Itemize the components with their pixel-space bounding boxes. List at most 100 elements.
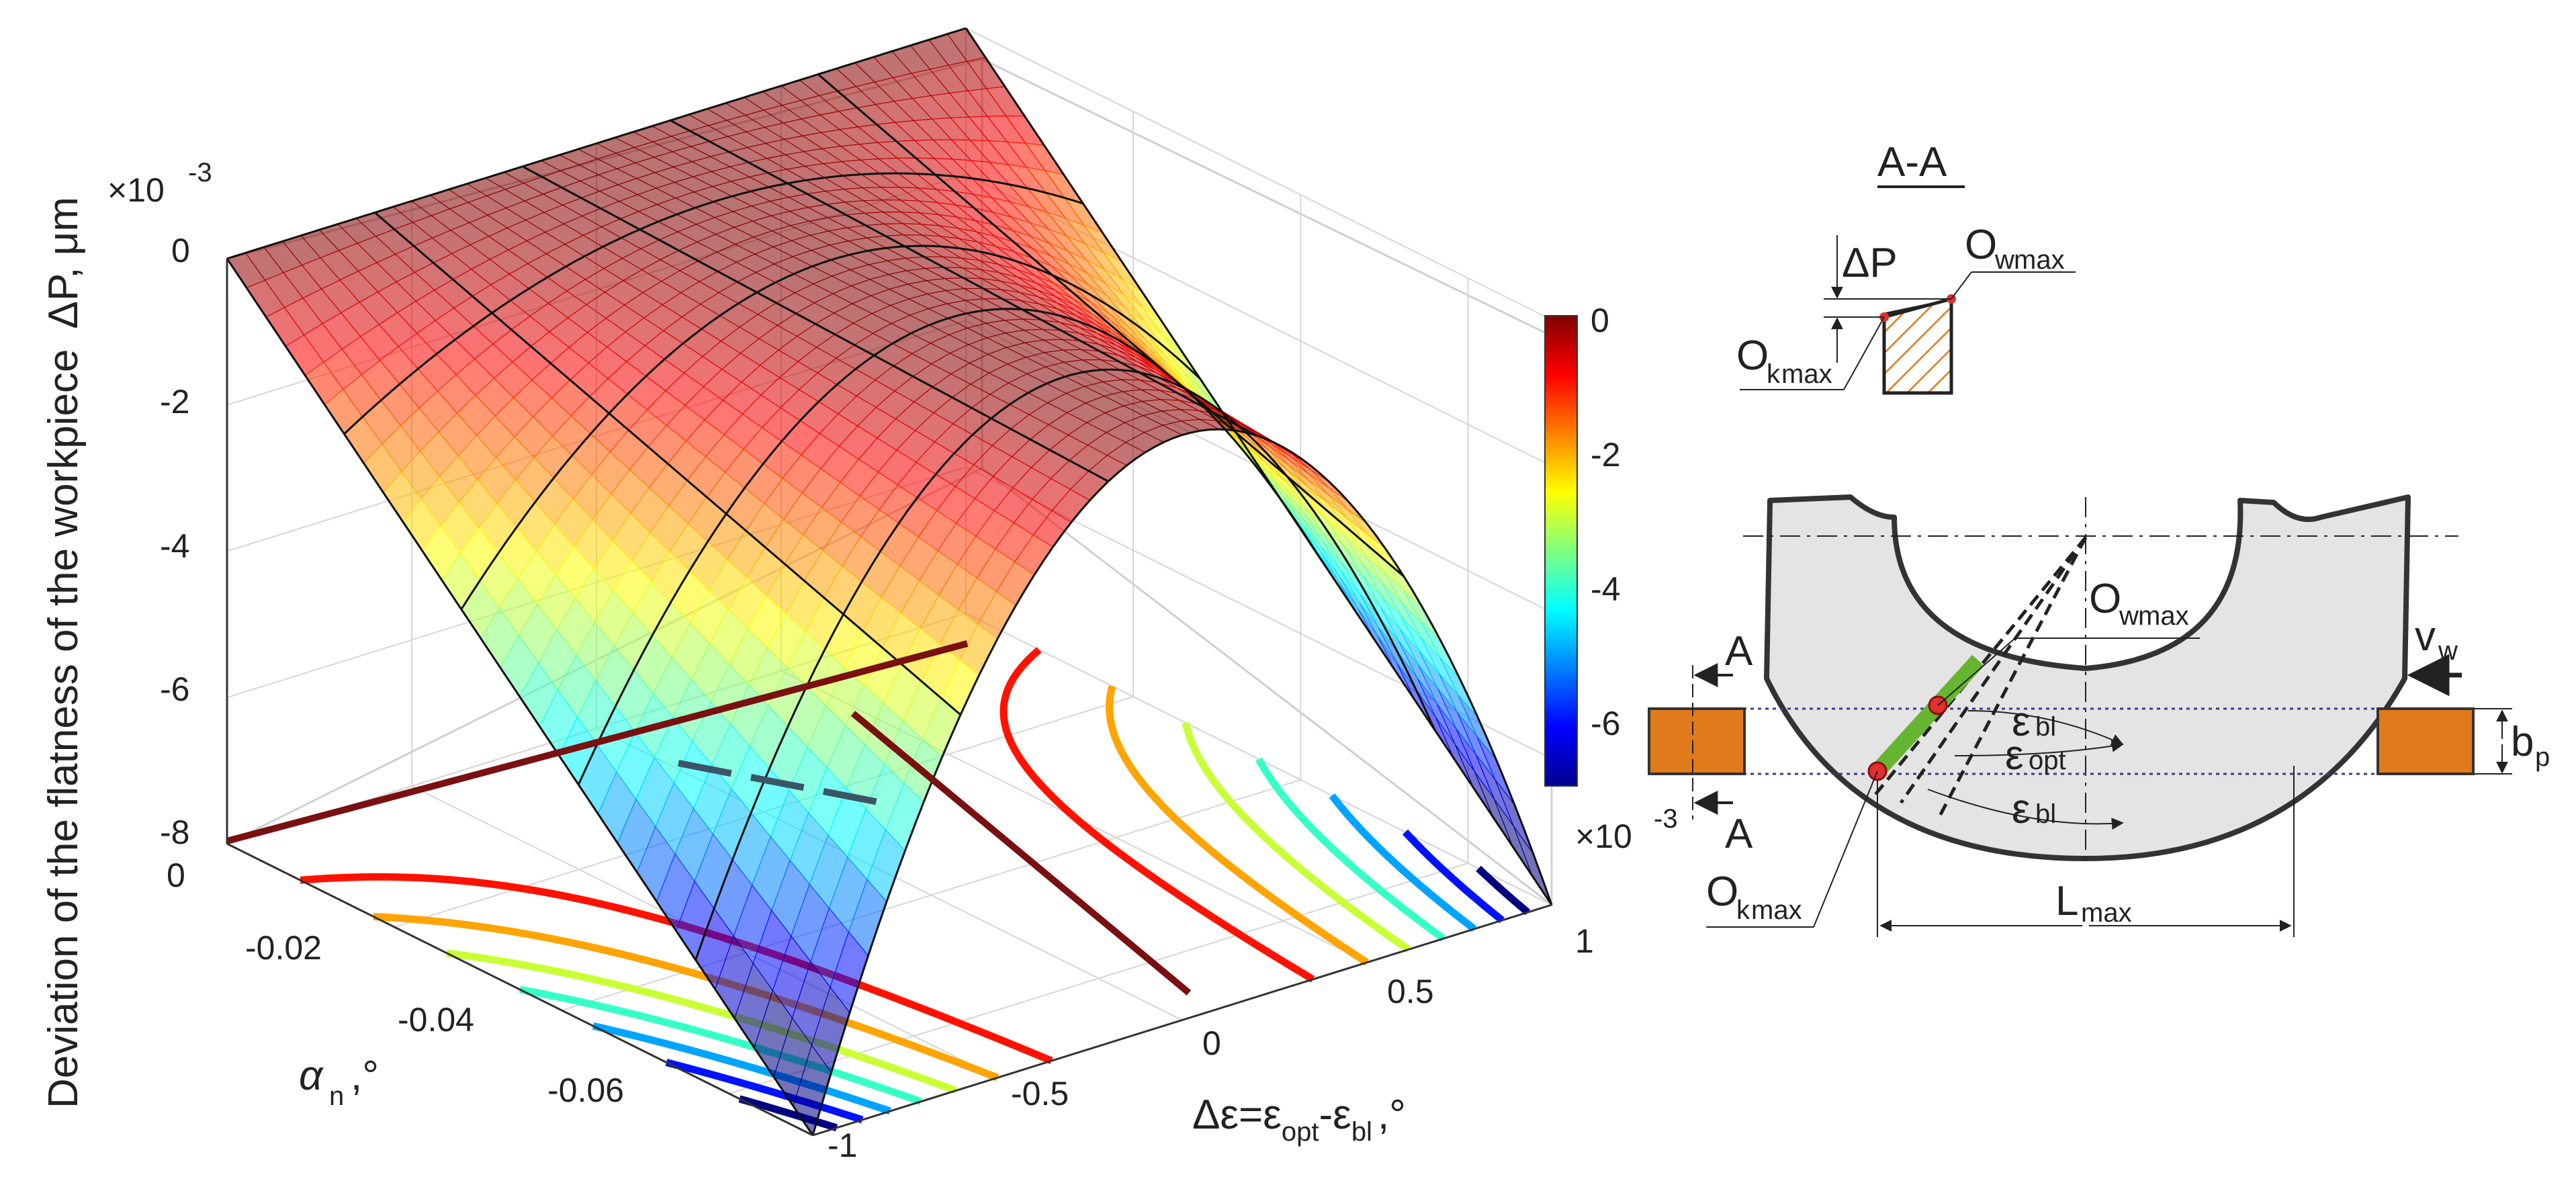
x-tick-3: 0.5	[1387, 973, 1434, 1010]
svg-text:opt: opt	[2029, 746, 2066, 775]
delta-p-label: ΔP	[1842, 240, 1898, 286]
surface-plot: 0 -2 -4 -6 -8 ×10 -3 Deviation of the fl…	[40, 27, 1678, 1164]
feed-velocity-label: v w	[2415, 613, 2458, 666]
y-tick-2: -0.04	[398, 1001, 474, 1039]
x-tick-0: -1	[828, 1127, 857, 1164]
eps-bl-label-1: ε bl	[2012, 699, 2056, 745]
colorbar-tick-3: -6	[1591, 705, 1620, 742]
svg-text:ε: ε	[2012, 786, 2031, 832]
y-tick-3: -0.06	[547, 1071, 624, 1109]
svg-text:b: b	[2511, 719, 2534, 765]
y-tick-0: 0	[167, 856, 185, 894]
eps-opt-label: ε opt	[2005, 732, 2066, 779]
svg-text:v: v	[2415, 613, 2436, 660]
mesh-line-x	[965, 28, 1553, 906]
x-axis-line	[812, 904, 1552, 1137]
contour-line	[446, 949, 958, 1094]
x-ticks: -1 -0.5 0 0.5 1	[828, 922, 1594, 1164]
colorbar: 0 -2 -4 -6	[1544, 302, 1620, 787]
mesh-line-y	[226, 27, 967, 260]
svg-text:w: w	[2438, 636, 2458, 666]
z-exponent: ×10 -3	[107, 158, 212, 209]
svg-text:w: w	[1994, 245, 2014, 275]
x-exponent: ×10 -3	[1575, 804, 1678, 855]
dashed-projection	[678, 760, 886, 807]
svg-text:-3: -3	[188, 158, 212, 187]
section-a-bottom: A	[1725, 811, 1753, 857]
baseline-left	[226, 640, 969, 844]
y-axis-label: α n ,°	[299, 1053, 379, 1111]
floor-contours	[300, 647, 1531, 1132]
grinding-diagram: A-A ΔP O w max O k max	[1648, 139, 2550, 937]
svg-text:max: max	[2014, 245, 2065, 275]
mesh-line-x	[226, 258, 814, 1136]
mesh-line-x	[374, 212, 961, 716]
mesh-line-x	[522, 165, 1109, 482]
workpiece-right	[2377, 707, 2475, 775]
ow-max-label-top: O w max	[1965, 222, 2065, 275]
y-axis-line	[226, 842, 813, 1137]
svg-text:α: α	[299, 1053, 324, 1099]
mesh-line-y	[460, 245, 1201, 610]
ok-max-label: O k max	[1706, 869, 1802, 925]
surface-mesh	[226, 27, 1553, 1136]
z-axis-label: Deviation of the flatness of the workpie…	[40, 197, 87, 1108]
z-ticks: 0 -2 -4 -6 -8	[160, 232, 190, 851]
contour-line	[1255, 757, 1446, 942]
section-a-top: A	[1725, 628, 1753, 674]
y-ticks: 0 -0.02 -0.04 -0.06	[167, 856, 624, 1109]
svg-text:-3: -3	[1654, 804, 1678, 834]
x-tick-2: 0	[1202, 1024, 1221, 1062]
length-label: L max	[2055, 878, 2132, 928]
x-tick-1: -0.5	[1011, 1075, 1069, 1112]
svg-text:O: O	[2089, 576, 2121, 622]
grinding-wheel	[1764, 494, 2411, 861]
contour-line	[1182, 721, 1411, 953]
surface	[226, 28, 1552, 1137]
svg-text:O: O	[1706, 869, 1738, 915]
mesh-line-x	[670, 119, 1257, 437]
svg-text:O: O	[1736, 333, 1769, 379]
baseline-right	[850, 711, 1192, 996]
mesh-line-y	[811, 428, 1553, 1136]
colorbar-tick-2: -4	[1591, 570, 1620, 608]
z-tick-3: -6	[160, 670, 189, 708]
contact-band	[1871, 654, 1984, 777]
svg-text:×10: ×10	[1575, 818, 1632, 855]
mesh-line-y	[343, 172, 1083, 435]
colorbar-bar	[1544, 315, 1578, 787]
contour-line	[1476, 865, 1531, 916]
width-label: b p	[2511, 719, 2550, 772]
ow-max-label: O w max	[2089, 576, 2189, 631]
svg-text:k: k	[1767, 359, 1781, 389]
contour-line	[592, 1022, 891, 1115]
section-title: A-A	[1877, 139, 1947, 185]
svg-text:max: max	[1751, 895, 1802, 925]
ok-max-label-top: O k max	[1736, 333, 1832, 389]
gridline-z	[965, 28, 1552, 320]
contour-line	[1000, 647, 1315, 983]
svg-text:k: k	[1736, 895, 1750, 925]
x-axis-label: Δε=εopt-εbl ,°	[1192, 1092, 1406, 1147]
svg-text:L: L	[2055, 878, 2078, 924]
z-tick-0: 0	[171, 232, 190, 269]
svg-text:bl: bl	[2035, 712, 2056, 742]
svg-text:O: O	[1965, 222, 1997, 268]
svg-text:max: max	[2081, 898, 2132, 928]
contour-line	[738, 1095, 838, 1132]
svg-text:w: w	[2119, 601, 2139, 631]
contour-line	[1329, 793, 1477, 932]
contour-line	[519, 985, 922, 1105]
svg-text:ε: ε	[2012, 699, 2031, 745]
svg-text:p: p	[2535, 742, 2550, 772]
contour-line	[1402, 829, 1505, 924]
svg-text:n: n	[329, 1082, 344, 1111]
svg-text:max: max	[2138, 601, 2189, 631]
svg-text:ε: ε	[2005, 732, 2024, 779]
svg-text:Δε=εopt-εbl,°: Δε=εopt-εbl ,°	[1192, 1092, 1406, 1147]
x-tick-4: 1	[1575, 922, 1594, 960]
contour-line	[665, 1059, 864, 1124]
z-tick-2: -4	[160, 527, 189, 565]
y-tick-1: -0.02	[245, 929, 322, 967]
